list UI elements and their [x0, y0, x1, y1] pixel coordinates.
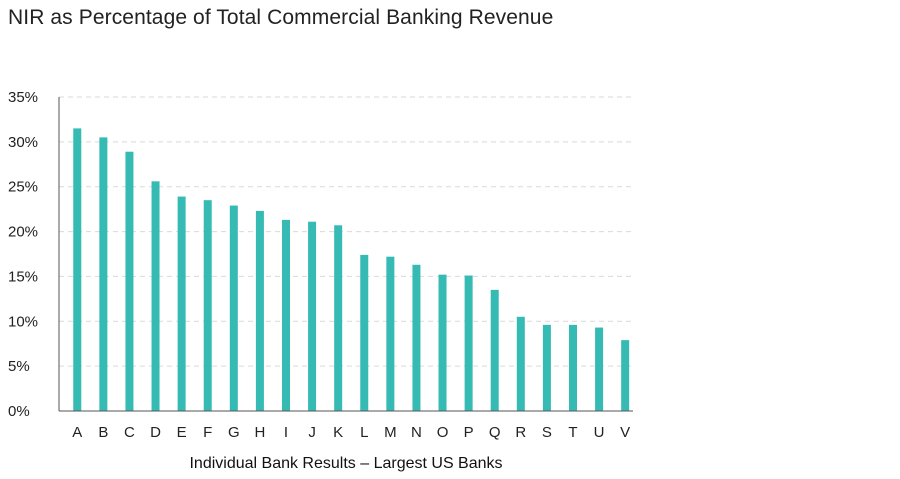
bar: [464, 275, 473, 411]
x-tick-label: F: [203, 424, 212, 441]
x-tick-label: D: [150, 424, 161, 441]
x-tick-label: T: [568, 424, 577, 441]
bar: [73, 128, 82, 411]
bar: [412, 264, 421, 411]
y-tick-label: 15%: [8, 268, 38, 285]
x-tick-label: S: [542, 424, 552, 441]
x-tick-label: L: [360, 424, 368, 441]
x-tick-label: I: [284, 424, 288, 441]
bar: [99, 137, 108, 411]
x-tick-label: M: [384, 424, 397, 441]
bar: [386, 256, 395, 411]
bar: [490, 289, 499, 411]
x-tick-label: R: [515, 424, 526, 441]
x-tick-label: J: [308, 424, 316, 441]
x-tick-label: V: [620, 424, 630, 441]
y-tick-label: 25%: [8, 179, 38, 196]
bars: [73, 128, 630, 411]
bar: [229, 205, 238, 411]
bar: [255, 210, 264, 411]
bar: [595, 327, 604, 411]
y-tick-label: 5%: [8, 358, 30, 375]
axes: [58, 97, 633, 412]
x-tick-label: N: [411, 424, 422, 441]
chart-title: NIR as Percentage of Total Commercial Ba…: [8, 6, 554, 29]
x-tick-label: Q: [489, 424, 501, 441]
bar: [125, 151, 134, 411]
bar: [151, 181, 160, 411]
bar: [438, 274, 447, 411]
y-tick-label: 0%: [8, 403, 30, 420]
x-tick-label: O: [437, 424, 449, 441]
y-tick-label: 35%: [8, 89, 38, 106]
y-tick-label: 30%: [8, 134, 38, 151]
x-tick-label: H: [254, 424, 265, 441]
y-tick-label: 10%: [8, 313, 38, 330]
bar: [308, 221, 317, 411]
bar: [542, 324, 551, 411]
x-tick-label: U: [594, 424, 605, 441]
x-tick-label: K: [333, 424, 343, 441]
bar: [177, 196, 186, 411]
x-tick-label: B: [98, 424, 108, 441]
bar: [621, 340, 630, 411]
gridlines: [59, 96, 633, 367]
bar: [360, 254, 369, 411]
bar: [568, 324, 577, 411]
x-tick-label: E: [177, 424, 187, 441]
y-tick-labels: 0% 5% 10% 15% 20% 25% 30% 35%: [8, 89, 38, 420]
x-tick-label: A: [72, 424, 82, 441]
x-tick-label: C: [124, 424, 135, 441]
x-tick-label: P: [464, 424, 474, 441]
bar: [334, 225, 343, 411]
y-tick-label: 20%: [8, 224, 38, 241]
x-tick-label: G: [228, 424, 240, 441]
bar: [281, 219, 290, 411]
x-axis-title: Individual Bank Results – Largest US Ban…: [189, 455, 502, 472]
bar: [203, 200, 212, 411]
bar: [516, 316, 525, 411]
